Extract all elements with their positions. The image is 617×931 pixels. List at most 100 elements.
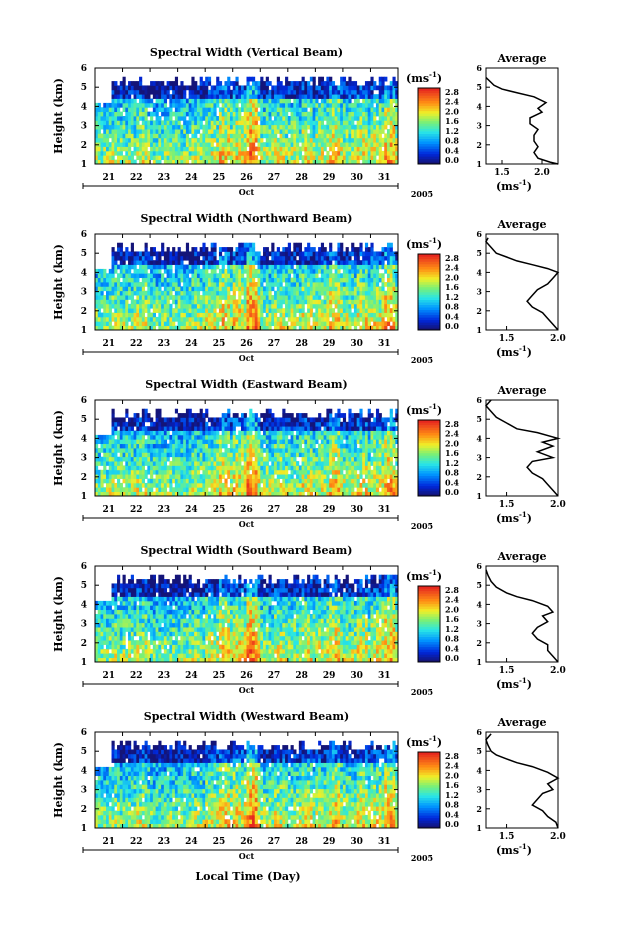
heatmap-cell <box>296 133 300 139</box>
heatmap-cell <box>139 268 143 274</box>
heatmap-cell <box>122 469 126 475</box>
heatmap-cell <box>243 316 247 322</box>
heatmap-cell <box>238 308 242 313</box>
heatmap-cell <box>381 81 385 86</box>
heatmap-cell <box>356 142 360 147</box>
heatmap-cell <box>260 137 264 143</box>
heatmap-cell <box>196 286 201 292</box>
heatmap-cell <box>161 133 165 139</box>
heatmap-cell <box>152 129 156 134</box>
heatmap-cell <box>100 273 104 279</box>
heatmap-cell <box>117 150 121 156</box>
heatmap-cell <box>169 308 173 313</box>
heatmap-cell <box>252 137 256 143</box>
heatmap-cell <box>207 482 212 488</box>
heatmap-cell <box>130 155 134 161</box>
heatmap-cell <box>243 255 247 261</box>
heatmap-cell <box>345 273 349 279</box>
heatmap-cell <box>395 268 399 274</box>
heatmap-cell <box>139 290 143 296</box>
heatmap-cell <box>218 251 223 257</box>
heatmap-cell <box>199 282 203 287</box>
heatmap-cell <box>279 89 283 95</box>
heatmap-cell <box>172 277 176 283</box>
heatmap-cell <box>373 107 377 113</box>
heatmap-cell <box>337 120 341 126</box>
heatmap-cell <box>375 102 380 108</box>
heatmap-cell <box>125 430 129 436</box>
heatmap-cell <box>271 94 275 99</box>
heatmap-cell <box>202 426 206 431</box>
heatmap-cell <box>133 111 137 117</box>
heatmap-cell <box>97 268 101 274</box>
heatmap-cell <box>141 478 145 484</box>
heatmap-cell <box>103 312 107 318</box>
heatmap-cell <box>224 461 228 466</box>
heatmap-cell <box>367 251 371 257</box>
heatmap-cell <box>318 268 322 274</box>
heatmap-cell <box>172 94 176 99</box>
heatmap-cell <box>263 107 267 113</box>
heatmap-cell <box>290 102 294 108</box>
heatmap-cell <box>386 120 391 126</box>
heatmap-cell <box>301 321 305 327</box>
heatmap-cell <box>199 155 203 161</box>
heatmap-cell <box>240 242 245 248</box>
heatmap-cell <box>185 98 190 104</box>
heatmap-cell <box>274 111 278 117</box>
heatmap-cell <box>108 487 112 493</box>
heatmap-cell <box>155 295 159 300</box>
heatmap-cell <box>271 155 275 161</box>
heatmap-cell <box>194 85 198 91</box>
heatmap-cell <box>174 469 179 475</box>
heatmap-cell <box>243 277 247 283</box>
heatmap-cell <box>147 491 151 497</box>
heatmap-cell <box>362 325 366 331</box>
colorbar-tick-label: 1.6 <box>445 282 459 292</box>
colorbar-segment <box>418 95 440 99</box>
heatmap-cell <box>172 155 176 161</box>
heatmap-cell <box>235 277 239 283</box>
heatmap-cell <box>307 137 311 143</box>
heatmap-cell <box>285 295 289 300</box>
heatmap-cell <box>373 286 377 292</box>
heatmap-cell <box>364 268 369 274</box>
heatmap-cell <box>268 137 272 143</box>
heatmap-cell <box>125 286 129 292</box>
heatmap-cell <box>375 273 380 279</box>
y-tick-label: 6 <box>81 64 87 74</box>
heatmap-cell <box>271 111 275 117</box>
heatmap-cell <box>337 142 341 147</box>
heatmap-cell <box>213 299 217 305</box>
heatmap-cell <box>224 312 228 318</box>
heatmap-cell <box>285 260 289 265</box>
heatmap-cell <box>180 321 184 327</box>
heatmap-cell <box>185 325 190 331</box>
heatmap-cell <box>202 491 206 497</box>
heatmap-cell <box>103 303 107 309</box>
heatmap-cell <box>155 308 159 313</box>
heatmap-cell <box>353 146 358 152</box>
heatmap-cell <box>119 295 123 300</box>
heatmap-cell <box>218 260 223 265</box>
heatmap-cell <box>254 290 258 296</box>
heatmap-cell <box>331 308 336 313</box>
heatmap-cell <box>155 251 159 257</box>
heatmap-cell <box>136 150 140 156</box>
heatmap-cell <box>320 124 325 130</box>
heatmap-cell <box>271 150 275 156</box>
heatmap-cell <box>194 120 198 126</box>
heatmap-cell <box>199 124 203 130</box>
heatmap-cell <box>144 426 148 431</box>
heatmap-cell <box>216 452 220 458</box>
heatmap-cell <box>125 282 129 287</box>
heatmap-cell <box>304 325 308 331</box>
heatmap-cell <box>136 290 140 296</box>
heatmap-cell <box>359 107 363 113</box>
heatmap-cell <box>180 290 184 296</box>
heatmap-cell <box>364 325 369 331</box>
heatmap-cell <box>265 85 269 91</box>
heatmap-cell <box>207 146 212 152</box>
heatmap-cell <box>218 452 223 458</box>
heatmap-cell <box>389 282 393 287</box>
